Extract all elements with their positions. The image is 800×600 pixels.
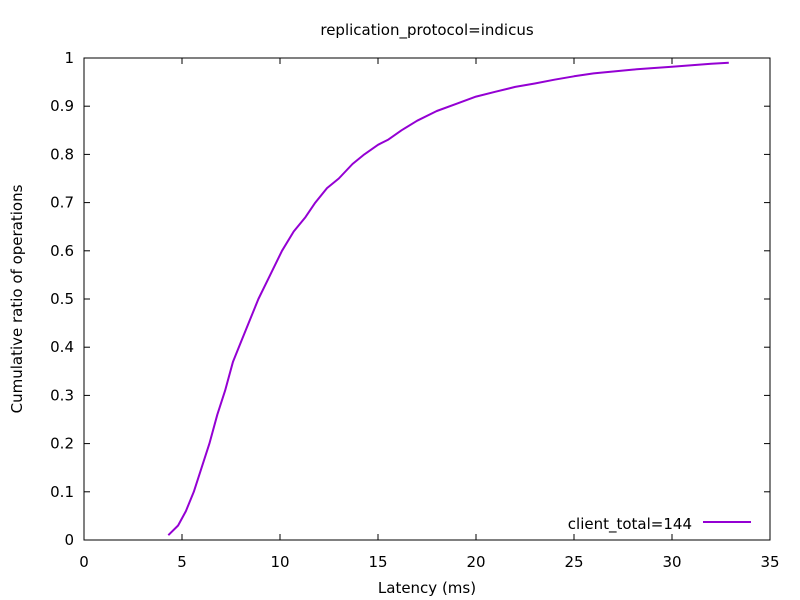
x-tick-label: 10	[270, 553, 289, 571]
y-axis-label: Cumulative ratio of operations	[8, 184, 26, 413]
y-tick-label: 0.3	[50, 386, 74, 404]
y-tick-label: 0.9	[50, 97, 74, 115]
x-tick-label: 0	[79, 553, 89, 571]
x-axis-ticks: 0 5 10 15 20 25 30 35	[79, 58, 780, 571]
y-tick-label: 0.4	[50, 338, 74, 356]
y-tick-label: 0.8	[50, 145, 74, 163]
x-tick-label: 30	[662, 553, 681, 571]
legend-label: client_total=144	[568, 515, 692, 534]
series-line	[167, 61, 729, 536]
x-tick-label: 15	[368, 553, 387, 571]
y-tick-label: 0.6	[50, 242, 74, 260]
chart-title: replication_protocol=indicus	[320, 21, 533, 40]
x-tick-label: 20	[466, 553, 485, 571]
y-tick-label: 0.1	[50, 483, 74, 501]
x-tick-label: 25	[564, 553, 583, 571]
series-layer	[167, 61, 729, 536]
x-tick-label: 5	[177, 553, 187, 571]
legend: client_total=144	[568, 515, 751, 534]
x-axis-label: Latency (ms)	[378, 579, 476, 597]
y-tick-label: 1	[64, 49, 74, 67]
y-tick-label: 0	[64, 531, 74, 549]
x-tick-label: 35	[760, 553, 779, 571]
plot-frame	[83, 57, 771, 541]
y-tick-label: 0.7	[50, 194, 74, 212]
y-tick-label: 0.5	[50, 290, 74, 308]
y-axis-ticks: 0 0.1 0.2 0.3 0.4 0.5 0.6 0.7 0.8 0.9 1	[50, 49, 770, 549]
y-tick-label: 0.2	[50, 435, 74, 453]
